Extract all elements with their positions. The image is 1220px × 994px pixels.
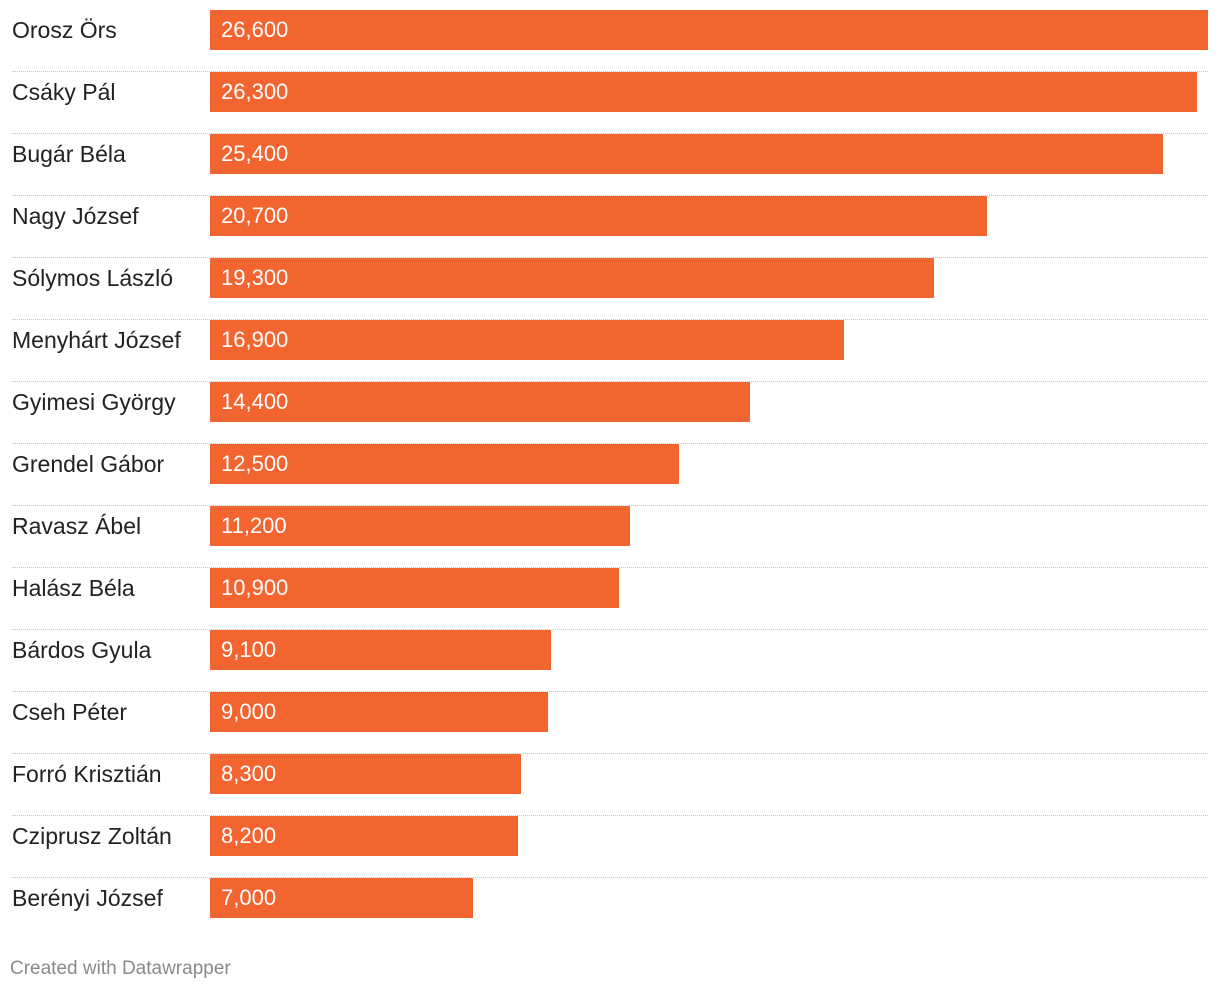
- bar-row: Ravasz Ábel 11,200: [12, 506, 1208, 568]
- bar-value-label: 9,100: [221, 637, 277, 662]
- bar: 8,200: [210, 816, 518, 856]
- row-divider: [12, 815, 1208, 816]
- category-label: Sólymos László: [12, 265, 174, 291]
- category-label: Orosz Örs: [12, 17, 117, 43]
- bar: 8,300: [210, 754, 521, 794]
- bar-row: Berényi József 7,000: [12, 878, 1208, 940]
- category-label: Menyhárt József: [12, 327, 181, 353]
- bar: 25,400: [210, 134, 1163, 174]
- row-divider: [12, 877, 1208, 878]
- category-label: Bárdos Gyula: [12, 637, 152, 663]
- bar-value-label: 7,000: [221, 885, 277, 910]
- bar: 12,500: [210, 444, 679, 484]
- category-label: Ravasz Ábel: [12, 513, 142, 539]
- row-divider: [12, 319, 1208, 320]
- bar-row: Cziprusz Zoltán 8,200: [12, 816, 1208, 878]
- bar-value-label: 26,300: [221, 79, 289, 104]
- bar: 10,900: [210, 568, 619, 608]
- category-label: Cseh Péter: [12, 699, 128, 725]
- bar-value-label: 9,000: [221, 699, 277, 724]
- bar-row: Cseh Péter 9,000: [12, 692, 1208, 754]
- bar: 9,000: [210, 692, 548, 732]
- category-label: Halász Béla: [12, 575, 135, 601]
- bar-chart: Orosz Örs 26,600 Csáky Pál 26,300 Bugár Béla…: [12, 10, 1208, 940]
- row-divider: [12, 505, 1208, 506]
- row-divider: [12, 753, 1208, 754]
- bar-row: Orosz Örs 26,600: [12, 10, 1208, 72]
- row-divider: [12, 257, 1208, 258]
- bar-row: Forró Krisztián 8,300: [12, 754, 1208, 816]
- bar-value-label: 16,900: [221, 327, 289, 352]
- bar-value-label: 26,600: [221, 17, 289, 42]
- bar: 26,600: [210, 10, 1208, 50]
- bar-row: Menyhárt József 16,900: [12, 320, 1208, 382]
- bar-value-label: 12,500: [221, 451, 289, 476]
- bar-row: Sólymos László 19,300: [12, 258, 1208, 320]
- row-divider: [12, 567, 1208, 568]
- category-label: Berényi József: [12, 885, 163, 911]
- datawrapper-credit[interactable]: Created with Datawrapper: [10, 958, 231, 979]
- category-label: Nagy József: [12, 203, 139, 229]
- bar: 9,100: [210, 630, 551, 670]
- bar-row: Gyimesi György 14,400: [12, 382, 1208, 444]
- bar-row: Csáky Pál 26,300: [12, 72, 1208, 134]
- row-divider: [12, 629, 1208, 630]
- category-label: Forró Krisztián: [12, 761, 162, 787]
- bar-value-label: 11,200: [221, 513, 287, 538]
- row-divider: [12, 381, 1208, 382]
- bar-value-label: 8,200: [221, 823, 277, 848]
- bar: 19,300: [210, 258, 934, 298]
- bar-row: Bárdos Gyula 9,100: [12, 630, 1208, 692]
- bar: 20,700: [210, 196, 987, 236]
- bar: 26,300: [210, 72, 1197, 112]
- bar-row: Halász Béla 10,900: [12, 568, 1208, 630]
- bar: 16,900: [210, 320, 844, 360]
- category-label: Grendel Gábor: [12, 451, 165, 477]
- bar-value-label: 25,400: [221, 141, 289, 166]
- row-divider: [12, 691, 1208, 692]
- category-label: Cziprusz Zoltán: [12, 823, 172, 849]
- bar-row: Bugár Béla 25,400: [12, 134, 1208, 196]
- row-divider: [12, 133, 1208, 134]
- bar-value-label: 19,300: [221, 265, 289, 290]
- bar: 7,000: [210, 878, 473, 918]
- bar-value-label: 20,700: [221, 203, 289, 228]
- row-divider: [12, 195, 1208, 196]
- bar-row: Grendel Gábor 12,500: [12, 444, 1208, 506]
- bar-value-label: 14,400: [221, 389, 289, 414]
- category-label: Bugár Béla: [12, 141, 126, 167]
- bar-value-label: 10,900: [221, 575, 289, 600]
- bar: 14,400: [210, 382, 750, 422]
- category-label: Gyimesi György: [12, 389, 176, 415]
- bar-row: Nagy József 20,700: [12, 196, 1208, 258]
- bar: 11,200: [210, 506, 630, 546]
- row-divider: [12, 71, 1208, 72]
- row-divider: [12, 443, 1208, 444]
- category-label: Csáky Pál: [12, 79, 116, 105]
- bar-value-label: 8,300: [221, 761, 277, 786]
